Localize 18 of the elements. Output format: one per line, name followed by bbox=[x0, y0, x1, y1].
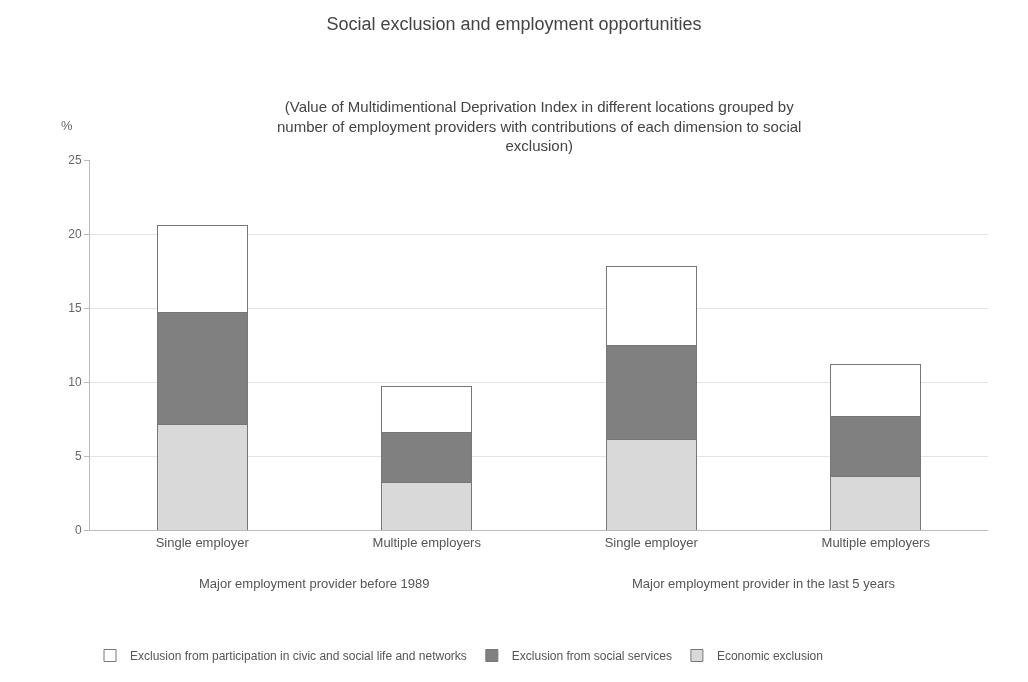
chart-title: Social exclusion and employment opportunities bbox=[326, 13, 702, 34]
y-tick-label: 10 bbox=[68, 375, 82, 390]
text: Major employment provider in the last 5 years bbox=[632, 576, 896, 591]
x-tick-label: Multiple employers bbox=[821, 534, 931, 550]
x-tick-label: Multiple employers bbox=[372, 534, 482, 550]
text: Major employment provider before 1989 bbox=[199, 576, 430, 591]
y-tick-label: 0 bbox=[74, 523, 82, 538]
y-tick-label: 25 bbox=[68, 153, 82, 168]
legend-label: Exclusion from social services bbox=[511, 649, 672, 664]
chart-subtitle: (Value of Multidimentional Deprivation Index in different locations grouped by number of employment providers with contributions of each dimension to social exclusion) bbox=[277, 98, 802, 154]
x-tick-label: Single employer bbox=[155, 534, 250, 550]
y-tick-label: 20 bbox=[68, 227, 82, 242]
y-tick-label: 5 bbox=[74, 449, 82, 464]
y-tick-label: 15 bbox=[68, 301, 82, 316]
x-tick-label: Single employer bbox=[604, 534, 699, 550]
legend-label: Economic exclusion bbox=[716, 649, 823, 664]
y-axis-title: % bbox=[61, 118, 73, 133]
legend-label: Exclusion from participation in civic and social life and networks bbox=[130, 649, 467, 664]
